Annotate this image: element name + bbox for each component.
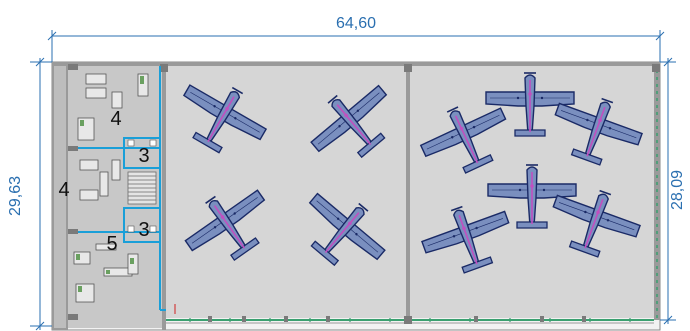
left-height-dimension-line <box>30 57 52 331</box>
room-label-upper-office: 4 <box>110 108 121 130</box>
top-wall <box>52 62 660 66</box>
office-wall-stubs <box>68 64 78 320</box>
room-label-lower-office: 5 <box>106 233 117 255</box>
left-height-dimension-label: 29,63 <box>7 176 24 216</box>
room-label-middle-office: 4 <box>58 179 69 201</box>
right-height-dimension-label: 28,09 <box>669 170 686 210</box>
door-track-ticks <box>189 318 631 322</box>
office-hangar-wall <box>162 62 166 330</box>
right-height-dimension-line <box>660 57 676 325</box>
left-wall-inner <box>54 64 66 328</box>
office-plants <box>76 76 144 292</box>
width-dimension-label: 64,60 <box>336 15 376 32</box>
bay-divider-wall <box>406 62 410 320</box>
room-label-lower-wc: 3 <box>138 219 149 241</box>
office-partitions <box>68 66 166 311</box>
width-dimension-line <box>47 30 665 62</box>
columns <box>160 64 660 324</box>
staircase <box>127 171 157 205</box>
room-label-upper-wc: 3 <box>138 145 149 167</box>
wc-fixtures <box>127 139 157 233</box>
